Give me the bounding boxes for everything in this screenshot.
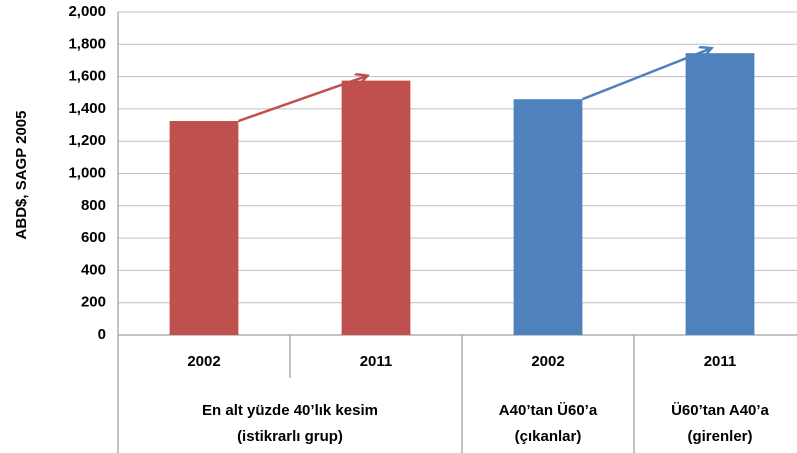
bar: [685, 53, 755, 336]
y-tick-label: 200: [81, 294, 106, 311]
group-label: Ü60’tan A40’a: [671, 402, 769, 419]
y-tick-label: 600: [81, 229, 106, 246]
y-tick-label: 1,000: [68, 164, 106, 181]
y-tick-label: 800: [81, 197, 106, 214]
y-tick-label: 1,200: [68, 132, 106, 149]
group-label: (girenler): [687, 428, 752, 445]
x-tick-label: 2011: [360, 353, 393, 370]
y-tick-label: 1,800: [68, 35, 106, 52]
group-label: En alt yüzde 40’lık kesim: [202, 402, 378, 419]
trend-arrow: [581, 48, 711, 101]
y-tick-label: 400: [81, 261, 106, 278]
x-tick-label: 2011: [704, 353, 737, 370]
y-tick-label: 2,000: [68, 3, 106, 20]
group-label: A40’tan Ü60’a: [499, 402, 598, 419]
bar: [341, 80, 411, 335]
y-tick-label: 0: [98, 326, 106, 343]
bar: [513, 99, 583, 336]
x-tick-label: 2002: [187, 353, 220, 370]
group-label: (istikrarlı grup): [237, 428, 343, 445]
y-axis-label: ABD$, SAGP 2005: [13, 111, 30, 240]
group-label: (çıkanlar): [515, 428, 582, 445]
trend-arrow: [237, 76, 367, 123]
y-tick-label: 1,400: [68, 100, 106, 117]
bar: [169, 121, 239, 335]
y-tick-label: 1,600: [68, 68, 106, 85]
x-tick-label: 2002: [531, 353, 564, 370]
